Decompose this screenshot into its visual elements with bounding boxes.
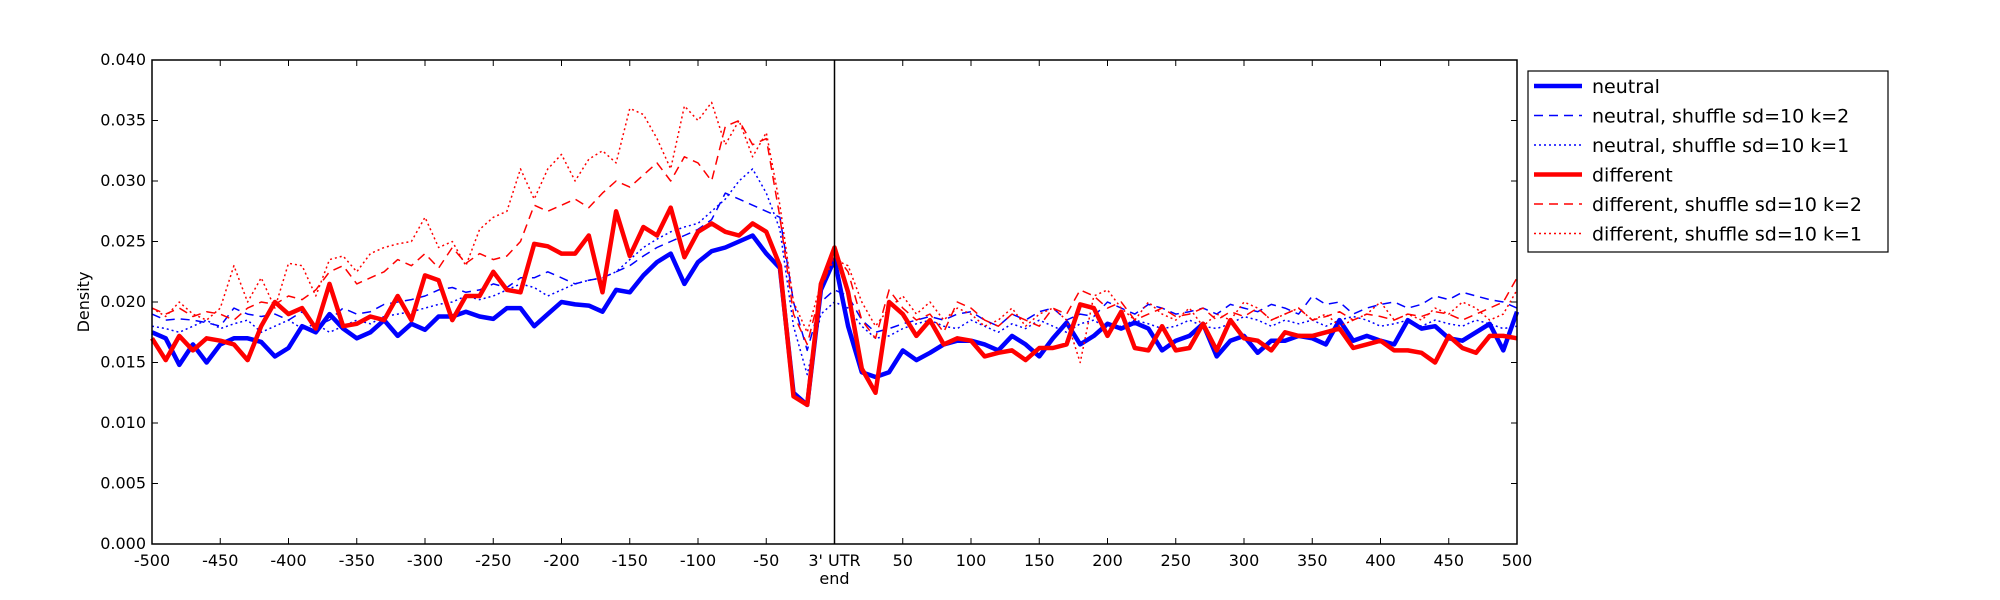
x-tick-label: -500: [134, 551, 170, 570]
legend-entry-3: neutral, shuffle sd=10 k=1: [1534, 135, 1849, 157]
legend-entry-5: different, shuffle sd=10 k=2: [1534, 194, 1862, 216]
y-tick-label: 0.025: [100, 232, 146, 251]
x-tick-label: 400: [1365, 551, 1396, 570]
legend-label: neutral, shuffle sd=10 k=2: [1592, 106, 1849, 128]
x-tick-label: -250: [475, 551, 511, 570]
x-tick-label: -350: [339, 551, 375, 570]
legend-label: different, shuffle sd=10 k=2: [1592, 194, 1862, 216]
x-tick-label: 100: [956, 551, 987, 570]
x-tick-label: 50: [893, 551, 913, 570]
x-tick-label: -150: [612, 551, 648, 570]
legend-entry-6: different, shuffle sd=10 k=1: [1534, 224, 1862, 246]
y-tick-label: 0.020: [100, 292, 146, 311]
y-tick-label: 0.010: [100, 413, 146, 432]
x-tick-label: 450: [1433, 551, 1464, 570]
series-line-6: [151, 101, 1518, 364]
legend-entry-2: neutral, shuffle sd=10 k=2: [1534, 106, 1849, 128]
x-tick-label: -300: [407, 551, 443, 570]
y-tick-label: 0.015: [100, 353, 146, 372]
series-line-2: [151, 192, 1518, 352]
legend-box: [1527, 70, 1889, 253]
x-tick-label: 250: [1160, 551, 1191, 570]
y-tick-label: 0.000: [100, 534, 146, 553]
x-tick-label: 300: [1229, 551, 1260, 570]
y-axis-title: Density: [74, 272, 93, 333]
x-tick-label: -450: [202, 551, 238, 570]
legend: neutral neutral, shuffle sd=10 k=2 neutral…: [1527, 70, 1889, 253]
x-tick-label: 350: [1297, 551, 1328, 570]
x-tick-label: 500: [1502, 551, 1533, 570]
legend-items: neutral neutral, shuffle sd=10 k=2 neutral…: [1534, 76, 1862, 246]
y-tick-label: 0.040: [100, 50, 146, 69]
ticks-layer: -500 -450 -400 -350 -300 -250 -200 -150 -100 -50 3…: [100, 50, 1532, 588]
x-tick-label: -100: [680, 551, 716, 570]
legend-label: neutral, shuffle sd=10 k=1: [1592, 135, 1849, 157]
legend-entry-4: different: [1534, 165, 1673, 187]
y-tick-label: 0.005: [100, 474, 146, 493]
x-tick-label: -200: [543, 551, 579, 570]
x-tick-label: 200: [1092, 551, 1123, 570]
x-tick-label: -400: [270, 551, 306, 570]
legend-label: neutral: [1592, 76, 1660, 98]
x-tick-label: -50: [753, 551, 779, 570]
legend-label: different, shuffle sd=10 k=1: [1592, 224, 1862, 246]
legend-label: different: [1592, 165, 1673, 187]
x-tick-label: 150: [1024, 551, 1055, 570]
legend-entry-1: neutral: [1534, 76, 1660, 98]
x-tick-label: 3' UTR: [808, 551, 860, 570]
y-tick-label: 0.035: [100, 111, 146, 130]
x-tick-sublabel: end: [819, 569, 849, 588]
y-tick-label: 0.030: [100, 171, 146, 190]
